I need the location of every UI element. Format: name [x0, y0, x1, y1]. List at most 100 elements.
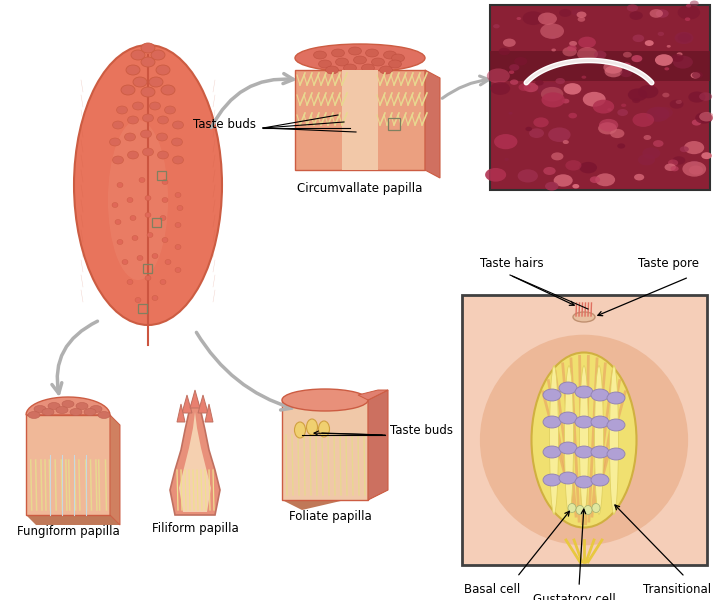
Ellipse shape: [128, 151, 138, 159]
Ellipse shape: [595, 365, 603, 514]
Ellipse shape: [344, 64, 356, 72]
Ellipse shape: [108, 120, 168, 280]
Ellipse shape: [603, 61, 623, 74]
Ellipse shape: [655, 107, 673, 118]
Ellipse shape: [578, 37, 596, 48]
Ellipse shape: [653, 140, 664, 147]
Ellipse shape: [646, 107, 670, 122]
Ellipse shape: [295, 44, 425, 72]
Ellipse shape: [354, 56, 366, 64]
Ellipse shape: [543, 474, 561, 486]
Ellipse shape: [695, 112, 713, 124]
Ellipse shape: [573, 184, 579, 188]
Ellipse shape: [62, 401, 74, 407]
Ellipse shape: [594, 50, 607, 59]
Ellipse shape: [562, 98, 570, 103]
Ellipse shape: [76, 403, 88, 409]
Ellipse shape: [509, 64, 519, 71]
Ellipse shape: [677, 33, 692, 42]
Ellipse shape: [535, 80, 543, 86]
Text: Fungiform papilla: Fungiform papilla: [16, 525, 119, 538]
Ellipse shape: [657, 32, 664, 36]
Ellipse shape: [656, 10, 669, 18]
Ellipse shape: [550, 365, 558, 514]
Ellipse shape: [162, 179, 168, 185]
Ellipse shape: [160, 280, 166, 284]
Ellipse shape: [670, 166, 679, 171]
Ellipse shape: [563, 83, 581, 95]
Ellipse shape: [493, 24, 500, 28]
Ellipse shape: [538, 13, 557, 25]
Ellipse shape: [152, 295, 158, 301]
Ellipse shape: [632, 113, 654, 127]
Ellipse shape: [130, 215, 136, 220]
Ellipse shape: [173, 156, 183, 164]
Ellipse shape: [682, 161, 706, 176]
Ellipse shape: [575, 446, 593, 458]
Ellipse shape: [568, 113, 577, 118]
Ellipse shape: [610, 365, 618, 514]
Ellipse shape: [607, 108, 612, 111]
Ellipse shape: [632, 55, 642, 62]
Ellipse shape: [282, 389, 368, 411]
Ellipse shape: [580, 365, 588, 514]
Ellipse shape: [98, 412, 110, 419]
Ellipse shape: [531, 352, 637, 527]
Ellipse shape: [145, 212, 151, 217]
Ellipse shape: [679, 146, 689, 152]
Ellipse shape: [319, 421, 329, 437]
Ellipse shape: [565, 160, 582, 170]
Ellipse shape: [677, 5, 700, 20]
Ellipse shape: [127, 197, 133, 202]
Ellipse shape: [621, 104, 626, 107]
Ellipse shape: [485, 168, 506, 182]
Polygon shape: [282, 400, 368, 500]
Ellipse shape: [551, 152, 563, 160]
Bar: [143, 264, 152, 273]
Ellipse shape: [90, 406, 102, 413]
Polygon shape: [170, 395, 220, 515]
Ellipse shape: [113, 156, 123, 164]
Ellipse shape: [577, 11, 587, 18]
Ellipse shape: [326, 66, 339, 74]
Ellipse shape: [551, 49, 556, 52]
Ellipse shape: [314, 51, 327, 59]
Ellipse shape: [662, 92, 670, 97]
Ellipse shape: [158, 116, 168, 124]
Ellipse shape: [145, 275, 151, 280]
Polygon shape: [425, 70, 440, 178]
Ellipse shape: [175, 193, 181, 197]
Ellipse shape: [151, 50, 165, 60]
Ellipse shape: [644, 135, 651, 140]
Ellipse shape: [655, 54, 673, 66]
Ellipse shape: [389, 60, 401, 68]
Ellipse shape: [684, 17, 690, 21]
Ellipse shape: [115, 220, 121, 224]
Text: Taste buds: Taste buds: [193, 118, 256, 130]
Ellipse shape: [573, 312, 595, 322]
Ellipse shape: [559, 9, 571, 17]
Ellipse shape: [110, 138, 120, 146]
Ellipse shape: [126, 65, 140, 75]
Polygon shape: [26, 515, 120, 525]
Ellipse shape: [576, 505, 584, 514]
Bar: [462, 295, 707, 565]
Ellipse shape: [670, 100, 684, 109]
Ellipse shape: [391, 54, 404, 62]
Bar: [157, 171, 166, 180]
Ellipse shape: [133, 77, 147, 87]
Ellipse shape: [494, 134, 518, 149]
Ellipse shape: [665, 67, 670, 70]
Ellipse shape: [607, 419, 625, 431]
Ellipse shape: [172, 138, 183, 146]
Ellipse shape: [582, 76, 586, 79]
Ellipse shape: [112, 202, 118, 208]
Ellipse shape: [128, 116, 138, 124]
Polygon shape: [26, 415, 110, 515]
Ellipse shape: [702, 152, 712, 159]
Text: Taste pore: Taste pore: [638, 257, 699, 270]
Ellipse shape: [555, 78, 565, 84]
Text: Foliate papilla: Foliate papilla: [289, 510, 371, 523]
Ellipse shape: [336, 58, 349, 66]
Ellipse shape: [175, 223, 181, 227]
